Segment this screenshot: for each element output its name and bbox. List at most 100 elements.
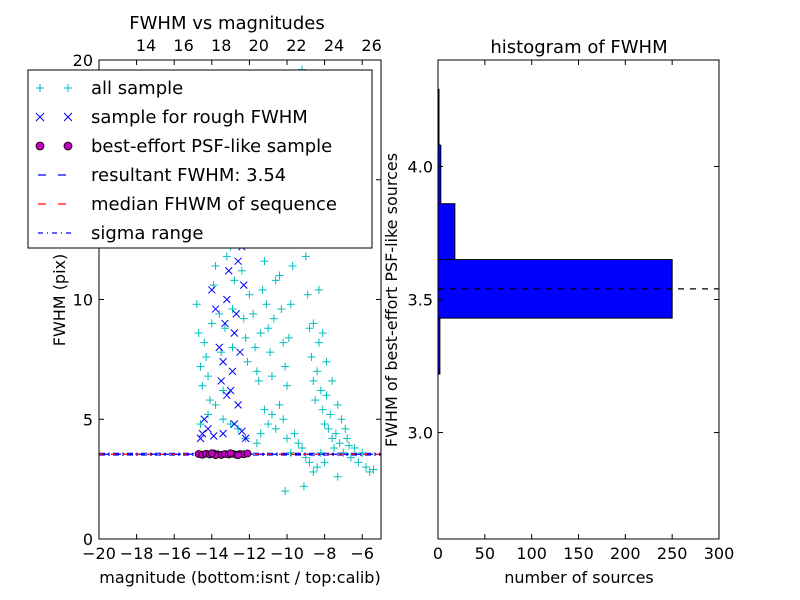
- all-sample-point: [309, 376, 318, 385]
- scatter-top-tick-label: 24: [324, 36, 344, 55]
- scatter-top-tick-label: 14: [136, 36, 156, 55]
- all-sample-point: [228, 343, 237, 352]
- all-sample-point: [260, 257, 269, 266]
- all-sample-point: [219, 415, 228, 424]
- rough-sample-point: [234, 257, 242, 266]
- scatter-panel: −20−18−16−14−12−10−8−6 05101520 14161820…: [27, 13, 382, 587]
- rough-sample-point: [232, 310, 241, 318]
- rough-sample-point: [217, 377, 226, 385]
- histogram-y-axis: 3.0 3.5 4.0: [408, 157, 719, 443]
- all-sample-point: [350, 443, 359, 452]
- rough-sample-point: [209, 432, 218, 440]
- all-sample-point: [234, 424, 243, 433]
- legend-box: [27, 69, 373, 249]
- scatter-y-tick-label: 10: [73, 291, 93, 310]
- legend-entry-label: sample for rough FWHM: [91, 107, 308, 128]
- all-sample-point: [279, 415, 288, 424]
- all-sample-point: [320, 420, 329, 429]
- all-sample-point: [333, 400, 342, 409]
- psf-sample-point: [207, 449, 216, 458]
- rough-sample-point: [230, 420, 239, 428]
- all-sample-point: [346, 453, 355, 462]
- rough-sample-point: [215, 343, 224, 352]
- all-sample-point: [337, 415, 346, 424]
- all-sample-point: [330, 443, 338, 452]
- all-sample-point: [343, 434, 352, 443]
- scatter-y-tick-label: 0: [83, 530, 93, 549]
- all-sample-point: [290, 429, 299, 438]
- histogram-title: histogram of FWHM: [490, 37, 667, 58]
- histogram-x-tick-label: 0: [433, 544, 443, 563]
- scatter-x-axis: −20 −18 −16 −14 −12 −10 −8 −6: [82, 60, 374, 563]
- all-sample-point: [245, 290, 254, 299]
- all-sample-point: [264, 420, 273, 429]
- scatter-x-tick-label: −20: [82, 544, 116, 563]
- histogram-x-tick-label: 150: [563, 544, 594, 563]
- rough-sample-point: [236, 348, 244, 357]
- legend-entry-label: resultant FWHM: 3.54: [91, 165, 286, 186]
- legend-entry: all sample: [36, 78, 183, 99]
- scatter-x-tick-label: −16: [157, 544, 191, 563]
- all-sample-point: [252, 439, 261, 448]
- all-sample-point: [281, 487, 290, 496]
- scatter-y-label: FWHM (pix): [50, 254, 69, 347]
- scatter-top-tick-label: 16: [173, 36, 193, 55]
- all-sample-point: [262, 300, 271, 309]
- histogram-x-tick-label: 100: [516, 544, 547, 563]
- all-sample-point: [341, 424, 350, 433]
- all-sample-point: [207, 319, 216, 328]
- all-sample-point: [283, 381, 291, 390]
- all-sample-point: [196, 420, 205, 429]
- rough-sample-point: [224, 266, 233, 275]
- all-sample-point: [205, 396, 214, 405]
- rough-sample-point: [198, 429, 207, 438]
- scatter-top-tick-label: 22: [286, 36, 306, 55]
- all-sample-point: [230, 276, 239, 285]
- histogram-y-label: FWHM of best-effort PSF-like sources: [382, 153, 401, 447]
- all-sample-point: [264, 324, 273, 333]
- histogram-bar: [437, 259, 673, 319]
- all-sample-point: [358, 448, 367, 457]
- all-sample-point: [260, 405, 269, 414]
- all-sample-point: [237, 266, 246, 275]
- rough-sample-point: [241, 434, 250, 443]
- all-sample-point: [275, 400, 284, 409]
- all-sample-point: [284, 333, 293, 342]
- all-sample-point: [200, 338, 209, 347]
- all-sample-point: [192, 300, 201, 309]
- all-sample-point: [326, 410, 335, 419]
- all-sample-point: [267, 410, 276, 419]
- all-sample-point: [313, 463, 322, 472]
- histogram-x-label: number of sources: [504, 568, 654, 587]
- all-sample-point: [256, 329, 265, 338]
- all-sample-point: [322, 357, 331, 366]
- rough-sample-point: [228, 367, 237, 376]
- scatter-x-tick-label: −10: [270, 544, 304, 563]
- histogram-x-axis: 0 50 100 150 200 250 300: [433, 60, 734, 563]
- all-sample-point: [316, 448, 325, 457]
- all-sample-point: [301, 453, 310, 462]
- all-sample-point: [314, 338, 323, 347]
- scatter-top-tick-label: 26: [361, 36, 381, 55]
- all-sample-point: [254, 376, 263, 385]
- all-sample-point: [226, 420, 235, 429]
- scatter-title: FWHM vs magnitudes: [129, 13, 324, 34]
- scatter-x-label: magnitude (bottom:isnt / top:calib): [99, 568, 380, 587]
- all-sample-point: [294, 439, 303, 448]
- all-sample-point: [318, 405, 327, 414]
- legend-entry: resultant FWHM: 3.54: [38, 165, 286, 186]
- all-sample-point: [241, 333, 250, 342]
- all-sample-point: [288, 261, 297, 270]
- all-sample-point: [354, 458, 363, 467]
- all-sample-point: [305, 458, 314, 467]
- all-sample-point: [361, 463, 370, 472]
- all-sample-point: [283, 434, 291, 443]
- rough-sample-point: [200, 415, 209, 424]
- all-sample-point: [204, 372, 213, 381]
- histogram-bar: [437, 203, 456, 261]
- legend-entry: best-effort PSF-like sample: [35, 136, 332, 157]
- histogram-x-tick-label: 200: [610, 544, 641, 563]
- all-sample-point: [333, 472, 342, 481]
- rough-sample-point: [211, 305, 220, 313]
- all-sample-point: [258, 285, 267, 294]
